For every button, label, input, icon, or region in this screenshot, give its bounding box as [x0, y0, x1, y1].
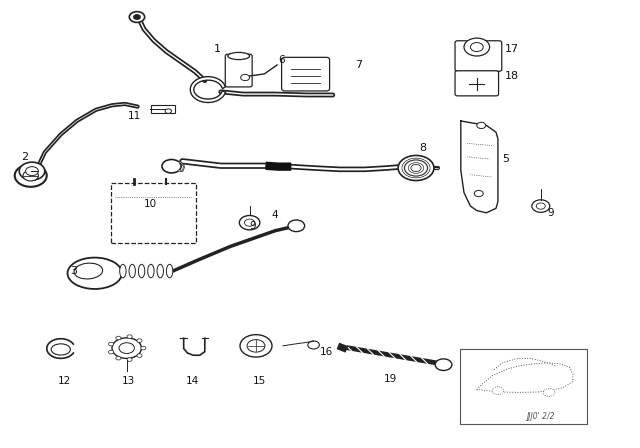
Circle shape	[141, 346, 146, 350]
Ellipse shape	[68, 258, 122, 289]
Text: 1: 1	[214, 44, 221, 54]
Ellipse shape	[166, 264, 173, 278]
Ellipse shape	[228, 52, 250, 60]
Text: 8: 8	[419, 143, 426, 153]
Circle shape	[435, 359, 452, 370]
Circle shape	[15, 164, 47, 187]
Circle shape	[109, 350, 114, 354]
Text: 19: 19	[384, 374, 397, 383]
Circle shape	[470, 43, 483, 52]
Circle shape	[474, 190, 483, 197]
FancyBboxPatch shape	[151, 105, 175, 113]
Text: 16: 16	[320, 347, 333, 357]
Circle shape	[109, 342, 114, 346]
Circle shape	[288, 220, 305, 232]
Circle shape	[536, 203, 545, 209]
Text: 9: 9	[250, 221, 256, 231]
FancyBboxPatch shape	[225, 54, 252, 87]
Circle shape	[239, 215, 260, 230]
Circle shape	[404, 160, 428, 176]
Text: 13: 13	[122, 376, 134, 386]
Circle shape	[240, 335, 272, 357]
Text: 4: 4	[272, 210, 278, 220]
Text: JJJ0' 2/2: JJJ0' 2/2	[527, 412, 555, 421]
Circle shape	[398, 155, 434, 181]
Text: 11: 11	[128, 112, 141, 121]
Circle shape	[241, 74, 250, 81]
Circle shape	[23, 170, 38, 181]
Circle shape	[137, 354, 142, 358]
Circle shape	[119, 343, 134, 353]
Ellipse shape	[51, 344, 70, 355]
Circle shape	[492, 387, 504, 395]
Circle shape	[543, 388, 555, 396]
FancyBboxPatch shape	[111, 183, 196, 243]
Ellipse shape	[120, 264, 126, 278]
Circle shape	[134, 15, 140, 19]
Ellipse shape	[74, 263, 102, 279]
Text: 6: 6	[278, 56, 285, 65]
Circle shape	[532, 200, 550, 212]
FancyBboxPatch shape	[460, 349, 587, 424]
Text: 7: 7	[355, 60, 362, 70]
FancyBboxPatch shape	[455, 41, 502, 71]
Circle shape	[127, 335, 132, 338]
Text: 10: 10	[144, 199, 157, 209]
Text: 5: 5	[502, 154, 509, 164]
Circle shape	[165, 109, 172, 113]
Ellipse shape	[157, 264, 163, 278]
Text: 3: 3	[70, 266, 77, 276]
Ellipse shape	[138, 264, 145, 278]
FancyBboxPatch shape	[282, 57, 330, 91]
Circle shape	[244, 219, 255, 226]
Text: 17: 17	[505, 44, 519, 54]
Text: 15: 15	[253, 376, 266, 386]
Circle shape	[137, 339, 142, 342]
Circle shape	[116, 336, 121, 340]
Ellipse shape	[129, 264, 136, 278]
Text: 12: 12	[58, 376, 70, 386]
Circle shape	[26, 167, 38, 176]
Circle shape	[129, 12, 145, 22]
Circle shape	[19, 162, 45, 180]
Circle shape	[464, 38, 490, 56]
Circle shape	[162, 159, 181, 173]
Circle shape	[127, 358, 132, 362]
Circle shape	[112, 338, 141, 358]
FancyBboxPatch shape	[455, 71, 499, 96]
Ellipse shape	[148, 264, 154, 278]
Circle shape	[411, 164, 421, 172]
Circle shape	[247, 340, 265, 352]
Circle shape	[477, 122, 486, 129]
Circle shape	[308, 341, 319, 349]
Circle shape	[116, 357, 121, 360]
Text: 14: 14	[186, 376, 198, 386]
Text: 9: 9	[547, 208, 554, 218]
Text: 2: 2	[20, 152, 28, 162]
Text: 18: 18	[505, 71, 519, 81]
